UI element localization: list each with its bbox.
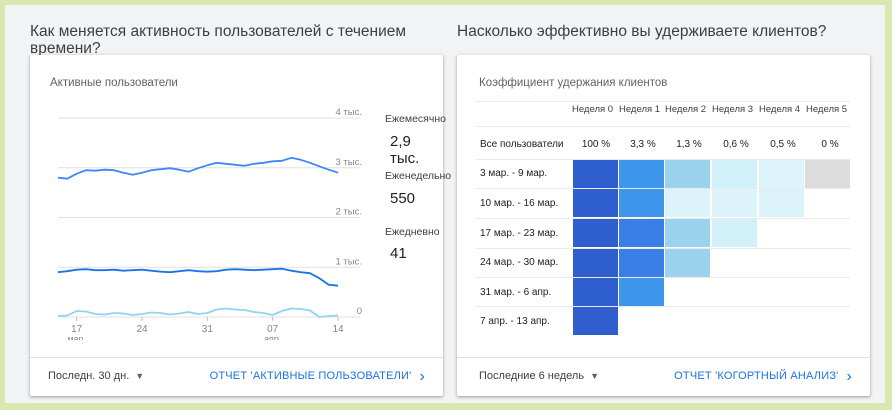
x-tick-label: 24 [136, 324, 148, 335]
cohort-cell[interactable] [573, 189, 618, 217]
cohort-cell[interactable] [665, 189, 710, 217]
series-line-Ежедневно [57, 307, 339, 318]
retention-card-title: Коэффициент удержания клиентов [479, 77, 668, 89]
all-users-pct: 100 % [581, 139, 611, 150]
x-tick-label: 14 [332, 324, 344, 335]
cohort-cell[interactable] [665, 219, 710, 247]
cohort-cell[interactable] [805, 160, 850, 188]
y-tick-label: 2 тыс. [336, 207, 363, 218]
active-users-card: Активные пользователи 4 тыс. 3 тыс. 2 тыс.… [30, 55, 451, 396]
week-header: Неделя 1 [619, 104, 661, 115]
all-users-pct: 3,3 % [630, 139, 656, 150]
cohort-cell[interactable] [665, 249, 710, 277]
caret-down-icon: ▼ [135, 371, 145, 381]
cohort-cell[interactable] [573, 307, 618, 335]
retention-footer: Последние 6 недель ▼ ОТЧЕТ 'КОГОРТНЫЙ АН… [457, 357, 870, 396]
cohort-label: 7 апр. - 13 апр. [480, 316, 550, 327]
active-users-report-label: ОТЧЕТ 'АКТИВНЫЕ ПОЛЬЗОВАТЕЛИ' [209, 370, 412, 382]
cohort-label: 10 мар. - 16 мар. [480, 198, 559, 209]
cohort-cell[interactable] [573, 160, 618, 188]
cohort-cell[interactable] [573, 219, 618, 247]
cohort-cell[interactable] [619, 160, 664, 188]
chevron-right-icon: › [846, 367, 852, 385]
legend-weekly-value: 550 [390, 190, 416, 207]
cohort-cell[interactable] [573, 249, 618, 277]
x-tick-label: 17 [71, 324, 83, 335]
week-header: Неделя 0 [572, 104, 614, 115]
cohort-cell[interactable] [712, 219, 757, 247]
cohort-range-label: Последние 6 недель [479, 370, 585, 382]
cohort-cell[interactable] [759, 189, 804, 217]
y-tick-label: 4 тыс. [336, 107, 363, 118]
x-tick-sublabel: апр. [264, 334, 281, 340]
cohort-label: 3 мар. - 9 мар. [480, 168, 548, 179]
cohort-cell[interactable] [619, 249, 664, 277]
active-users-section-title: Как меняется активность пользователей с … [30, 23, 407, 57]
active-users-footer: Последн. 30 дн. ▼ ОТЧЕТ 'АКТИВНЫЕ ПОЛЬЗО… [30, 357, 443, 396]
legend-daily-label: Ежедневно [385, 226, 440, 238]
cohort-range-dropdown[interactable]: Последние 6 недель ▼ [479, 370, 599, 382]
x-tick-label: 07 [267, 324, 279, 335]
cohort-label: 17 мар. - 23 мар. [480, 228, 559, 239]
cohort-cell[interactable] [712, 189, 757, 217]
cohort-cell[interactable] [619, 278, 664, 306]
cohort-cell[interactable] [619, 189, 664, 217]
y-tick-label: 0 [357, 306, 362, 317]
legend-daily-value: 41 [390, 245, 407, 262]
all-users-pct: 1,3 % [676, 139, 702, 150]
legend-weekly-label: Еженедельно [385, 170, 452, 182]
cohort-cell[interactable] [712, 160, 757, 188]
y-tick-label: 1 тыс. [336, 256, 363, 267]
legend-monthly-value: 2,9 тыс. [390, 133, 420, 167]
cohort-cell[interactable] [759, 160, 804, 188]
active-users-card-title: Активные пользователи [50, 77, 178, 89]
week-header: Неделя 4 [759, 104, 801, 115]
x-tick-label: 31 [202, 324, 214, 335]
legend-monthly-label: Ежемесячно [385, 113, 446, 125]
all-users-label: Все пользователи [480, 139, 564, 150]
cohort-report-label: ОТЧЕТ 'КОГОРТНЫЙ АНАЛИЗ' [674, 370, 839, 382]
cohort-report-link[interactable]: ОТЧЕТ 'КОГОРТНЫЙ АНАЛИЗ' › [674, 367, 852, 385]
chevron-right-icon: › [419, 367, 425, 385]
cohort-cell[interactable] [619, 219, 664, 247]
cohort-label: 31 мар. - 6 апр. [480, 287, 552, 298]
cohort-label: 24 мар. - 30 мар. [480, 257, 559, 268]
date-range-dropdown[interactable]: Последн. 30 дн. ▼ [48, 370, 144, 382]
week-header: Неделя 2 [665, 104, 707, 115]
caret-down-icon: ▼ [590, 371, 599, 381]
week-header: Неделя 3 [712, 104, 754, 115]
all-users-pct: 0,5 % [770, 139, 796, 150]
week-header: Неделя 5 [806, 104, 848, 115]
cohort-cell[interactable] [573, 278, 618, 306]
retention-section-title: Насколько эффективно вы удерживаете клие… [457, 23, 827, 40]
all-users-pct: 0,6 % [723, 139, 749, 150]
series-line-Еженедельно [57, 267, 339, 287]
active-users-report-link[interactable]: ОТЧЕТ 'АКТИВНЫЕ ПОЛЬЗОВАТЕЛИ' › [209, 367, 425, 385]
date-range-label: Последн. 30 дн. [48, 370, 130, 382]
all-users-pct: 0 % [821, 139, 839, 150]
x-tick-sublabel: мар. [67, 334, 86, 340]
series-line-Ежемесячно [57, 156, 339, 180]
cohort-cell[interactable] [665, 160, 710, 188]
y-tick-label: 3 тыс. [336, 157, 363, 168]
